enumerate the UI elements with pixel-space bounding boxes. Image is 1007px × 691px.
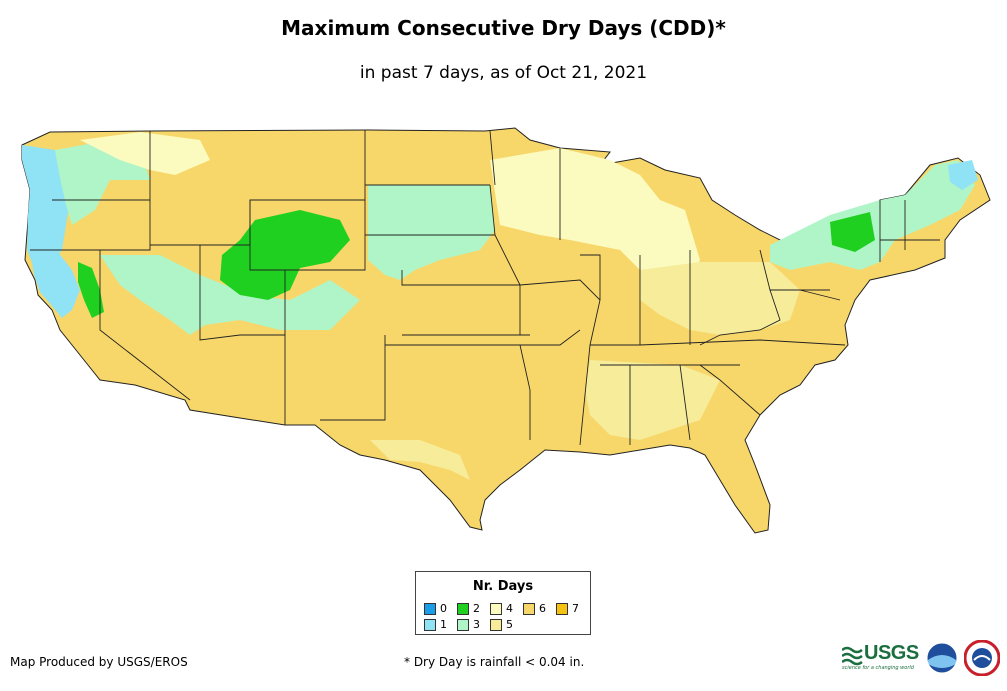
legend-swatch-6	[523, 602, 535, 615]
legend-swatch-5	[490, 618, 502, 631]
region-southeast-5day	[585, 360, 720, 440]
noaa-logo-icon	[926, 642, 958, 674]
legend-title: Nr. Days	[472, 579, 534, 594]
footnote-text: * Dry Day is rainfall < 0.04 in.	[404, 655, 585, 669]
legend-swatch-0	[424, 602, 436, 615]
usgs-wave-icon	[842, 646, 863, 666]
region-ca-coast-1day	[30, 250, 80, 318]
region-pnw-1day	[22, 145, 70, 280]
region-ny-3day	[770, 160, 975, 270]
legend-swatch-7	[556, 602, 568, 615]
state-borders	[30, 130, 940, 446]
legend-swatch-4	[490, 602, 502, 615]
usgs-logo: USGS	[864, 642, 919, 664]
legend-item-2: 2	[457, 602, 480, 615]
legend-item-5: 5	[490, 618, 513, 631]
legend-item-1: 1	[424, 618, 447, 631]
agency-logos: USGS science for a changing world	[842, 638, 1002, 678]
nws-logo-icon	[964, 640, 1000, 676]
legend-item-6: 6	[523, 602, 546, 615]
legend: Nr. Days 0 1 2 3 4 5 6 7	[415, 571, 591, 635]
legend-item-3: 3	[457, 618, 480, 631]
region-plains-3day	[368, 185, 495, 280]
region-texas-5day	[370, 440, 470, 480]
legend-swatch-2	[457, 602, 469, 615]
legend-item-7: 7	[556, 602, 579, 615]
legend-grid: 0 1 2 3 4 5 6 7	[424, 602, 594, 634]
usgs-tagline: science for a changing world	[842, 665, 914, 671]
map-subtitle: in past 7 days, as of Oct 21, 2021	[359, 63, 648, 83]
region-wy-2day	[220, 210, 350, 300]
legend-item-0: 0	[424, 602, 447, 615]
region-basin-3day	[100, 255, 360, 335]
region-ohio-5day	[640, 262, 800, 335]
credit-text: Map Produced by USGS/EROS	[10, 655, 188, 669]
region-midwest-4day	[490, 148, 700, 280]
legend-swatch-1	[424, 618, 436, 631]
legend-item-4: 4	[490, 602, 513, 615]
map-title: Maximum Consecutive Dry Days (CDD)*	[281, 16, 726, 40]
region-ca-2day	[78, 262, 104, 318]
legend-swatch-3	[457, 618, 469, 631]
region-ny-2day	[830, 212, 875, 252]
region-me-1day	[948, 160, 978, 190]
region-nw-4day	[80, 132, 210, 175]
